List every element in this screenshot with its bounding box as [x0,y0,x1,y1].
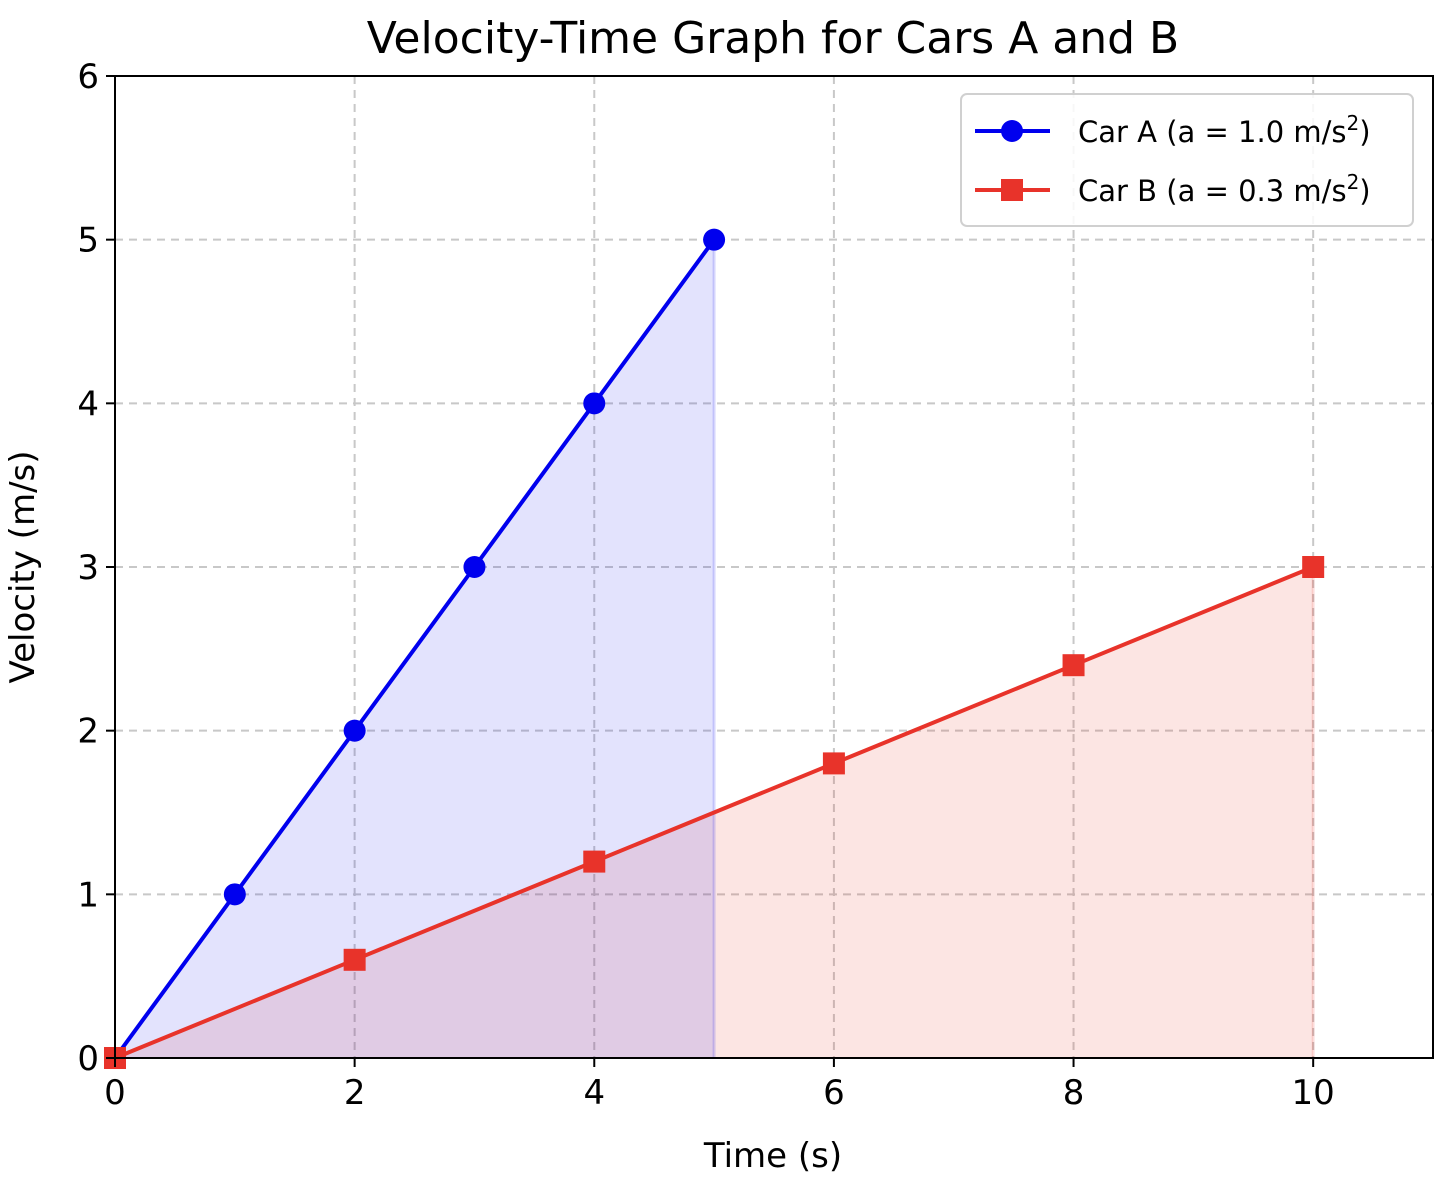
legend-label-car-a: Car A (a = 1.0 m/s2) [1078,111,1371,149]
y-tick-label: 5 [77,221,99,261]
y-tick-label: 2 [77,712,99,752]
y-tick-label: 6 [77,57,99,97]
data-point-series-1 [1062,654,1085,677]
data-point-series-0 [703,228,726,251]
data-point-series-0 [223,883,246,906]
legend-marker-car-b [1001,179,1023,201]
legend-label-car-b: Car B (a = 0.3 m/s2) [1078,170,1371,208]
data-point-series-0 [463,556,486,578]
y-axis-label: Velocity (m/s) [3,450,43,683]
x-axis-label: Time (s) [703,1136,842,1176]
y-tick-label: 3 [77,548,99,588]
x-tick-label: 6 [823,1073,845,1113]
legend-label-car-a-sup: 2 [1347,111,1360,135]
area-fill-layer [115,239,1315,1058]
tick-layer: 0 2 4 6 8 10 0 1 2 3 4 5 6 [77,57,1334,1113]
legend-label-car-b-end: ) [1359,174,1370,208]
data-point-series-1 [822,752,845,775]
data-point-series-1 [583,850,606,873]
x-tick-label: 4 [583,1073,605,1113]
series-line-0 [113,238,716,1060]
legend: Car A (a = 1.0 m/s2) Car B (a = 0.3 m/s2… [960,93,1414,227]
legend-entry-car-b: Car B (a = 0.3 m/s2) [975,170,1371,208]
y-tick-label: 4 [77,384,99,424]
legend-label-car-a-end: ) [1359,115,1370,149]
legend-label-car-b-main: Car B (a = 0.3 m/s [1078,174,1347,208]
y-tick-label: 0 [77,1039,99,1079]
data-point-series-1 [1302,556,1325,578]
data-point-series-0 [343,719,366,742]
x-tick-label: 8 [1063,1073,1085,1113]
legend-marker-car-a [1001,120,1023,142]
series-line-1 [114,565,1314,1060]
legend-label-car-b-sup: 2 [1347,170,1360,194]
series-line-layer [113,238,1314,1060]
x-tick-label: 10 [1292,1073,1335,1113]
legend-box [960,93,1414,227]
marker-layer [104,228,1325,1069]
legend-label-car-a-main: Car A (a = 1.0 m/s [1078,115,1347,149]
legend-entry-car-a: Car A (a = 1.0 m/s2) [975,111,1371,149]
data-point-series-1 [343,948,366,971]
chart-title: Velocity-Time Graph for Cars A and B [367,13,1180,64]
grid-layer [115,76,1433,1058]
x-tick-label: 0 [104,1073,126,1113]
y-tick-label: 1 [77,875,99,915]
data-point-series-0 [583,392,606,415]
x-tick-label: 2 [344,1073,366,1113]
